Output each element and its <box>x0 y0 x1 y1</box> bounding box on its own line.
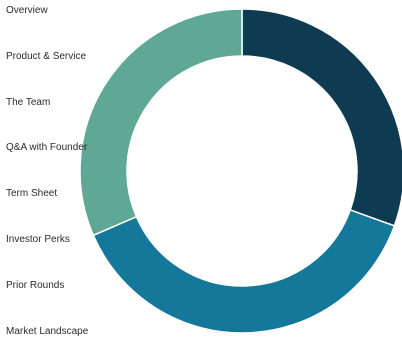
nav-item-qa-with-founder[interactable]: Q&A with Founder <box>6 142 88 153</box>
nav-item-prior-rounds[interactable]: Prior Rounds <box>6 280 65 291</box>
section-nav: Overview Product & Service The Team Q&A … <box>6 0 166 343</box>
nav-item-investor-perks[interactable]: Investor Perks <box>6 234 70 245</box>
donut-slice-3 <box>79 8 243 237</box>
nav-item-the-team[interactable]: The Team <box>6 97 51 108</box>
donut-slice-1 <box>241 8 402 227</box>
nav-item-overview[interactable]: Overview <box>6 5 48 16</box>
donut-slice-2 <box>92 208 396 334</box>
nav-item-market-landscape[interactable]: Market Landscape <box>6 326 89 337</box>
nav-item-product-service[interactable]: Product & Service <box>6 51 87 62</box>
nav-item-term-sheet[interactable]: Term Sheet <box>6 188 58 199</box>
